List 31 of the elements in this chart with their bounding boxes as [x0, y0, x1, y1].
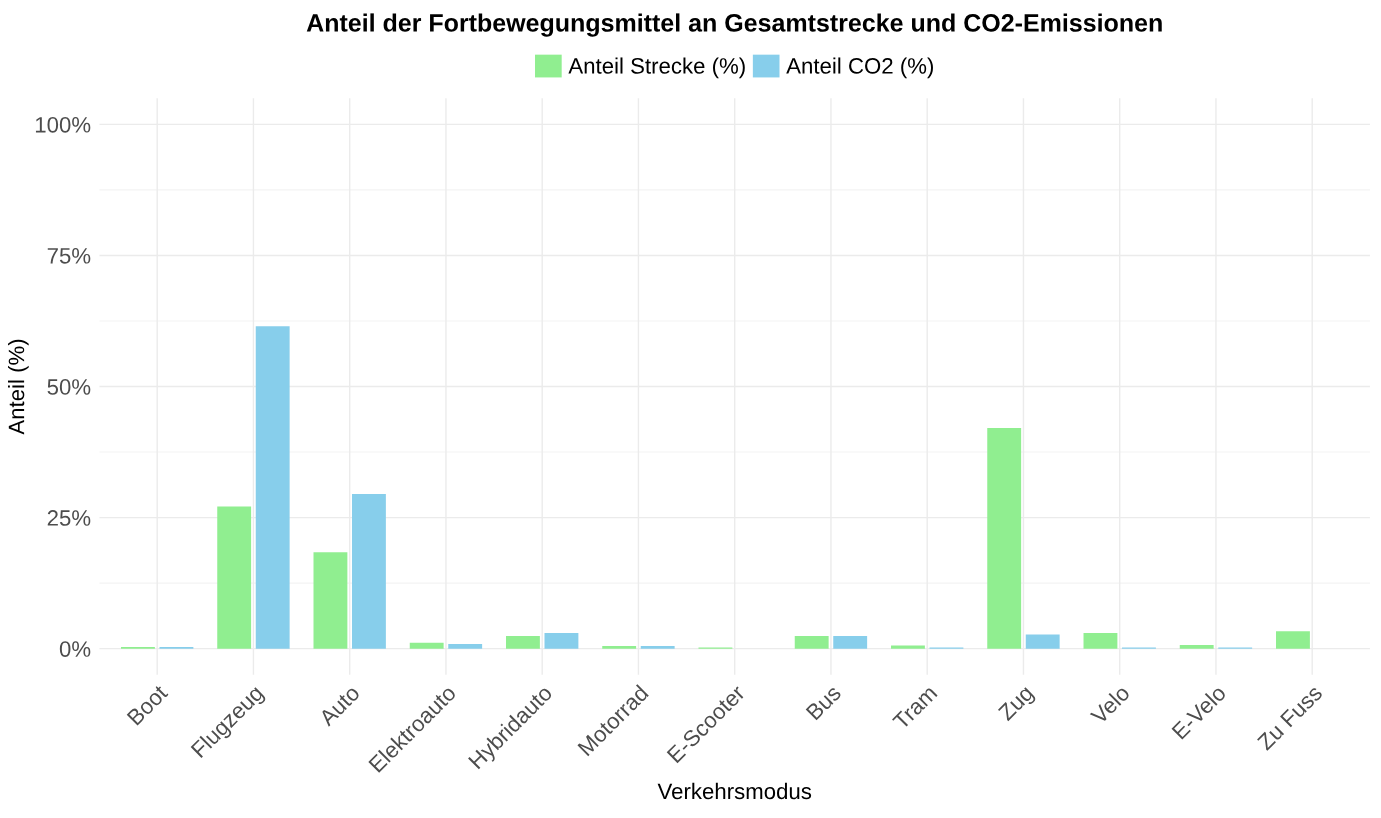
x-tick-label: Bus [805, 684, 842, 721]
bar [448, 643, 483, 649]
bar [1025, 634, 1060, 649]
bar [1083, 632, 1118, 649]
bar [640, 646, 675, 649]
bar [1276, 631, 1310, 649]
bar [794, 636, 829, 649]
x-tick-label: Zug [997, 684, 1038, 725]
bar [987, 427, 1022, 649]
legend-label: Anteil Strecke (%) [568, 57, 745, 79]
bar [409, 642, 444, 649]
bar [1179, 644, 1214, 649]
bar [313, 552, 348, 649]
y-tick-label: 100% [35, 116, 91, 133]
bar [352, 493, 386, 649]
y-tick-label: 0% [59, 641, 91, 657]
legend-label: Anteil CO2 (%) [786, 57, 933, 79]
bar [506, 636, 540, 649]
bar [891, 645, 925, 649]
bar [833, 636, 868, 649]
x-axis-title: Verkehrsmodus [657, 782, 812, 800]
y-axis-title: Anteil (%) [7, 339, 29, 435]
y-tick-label: 75% [47, 248, 91, 264]
bar [217, 506, 252, 649]
bar [544, 632, 579, 649]
bar [602, 646, 637, 649]
chart-title: Anteil der Fortbewegungsmittel an Gesamtstrecke und CO2-Emissionen [306, 13, 1162, 37]
x-tick-label: Velo [1089, 683, 1131, 726]
y-tick-label: 25% [47, 510, 91, 526]
bar [255, 326, 290, 649]
y-tick-label: 50% [47, 379, 91, 395]
